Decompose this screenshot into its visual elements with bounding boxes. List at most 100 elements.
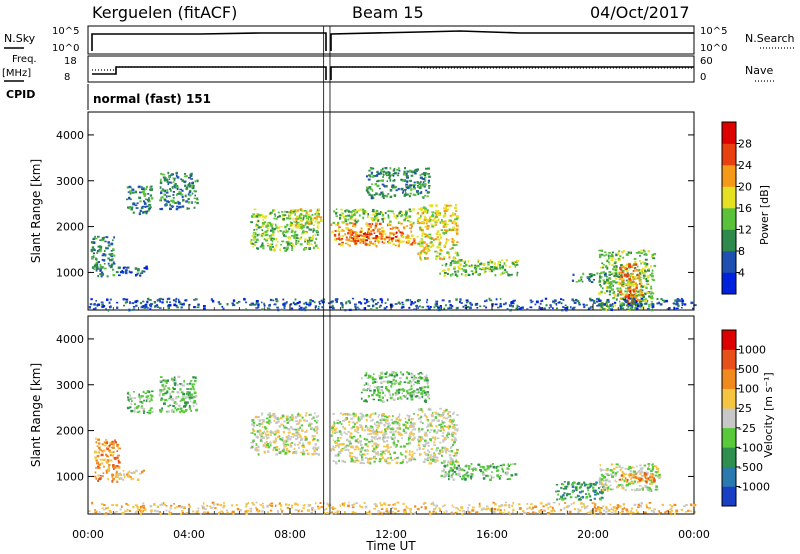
scatter-cell xyxy=(409,227,413,230)
scatter-cell xyxy=(261,214,264,216)
scatter-cell xyxy=(512,302,515,305)
scatter-cell xyxy=(490,266,493,268)
scatter-cell xyxy=(280,450,284,453)
scatter-cell xyxy=(110,255,113,258)
scatter-cell xyxy=(312,428,316,431)
scatter-cell xyxy=(129,206,131,208)
scatter-cell xyxy=(388,424,391,426)
scatter-cell xyxy=(103,267,107,270)
scatter-cell xyxy=(317,215,321,218)
scatter-cell xyxy=(612,272,616,275)
scatter-cell xyxy=(104,240,107,243)
scatter-cell xyxy=(648,305,651,308)
scatter-cell xyxy=(615,253,618,257)
scatter-cell xyxy=(302,442,304,445)
scatter-cell xyxy=(387,422,390,425)
scatter-cell xyxy=(281,415,285,418)
scatter-cell xyxy=(351,421,355,424)
scatter-cell xyxy=(430,457,433,460)
scatter-cell xyxy=(499,474,502,477)
scatter-cell xyxy=(650,301,653,303)
scatter-cell xyxy=(159,300,161,303)
scatter-cell xyxy=(613,301,617,304)
scatter-cell xyxy=(401,303,405,306)
scatter-cell xyxy=(394,244,397,247)
scatter-cell xyxy=(140,405,143,408)
scatter-cell xyxy=(313,446,316,449)
scatter-cell xyxy=(635,282,638,285)
scatter-cell xyxy=(671,509,674,512)
scatter-cell xyxy=(288,419,292,422)
scatter-cell xyxy=(250,221,253,224)
scatter-cell xyxy=(110,242,114,246)
scatter-cell xyxy=(389,431,393,434)
scatter-cell xyxy=(428,233,432,236)
scatter-cell xyxy=(512,262,515,265)
scatter-cell xyxy=(294,298,297,301)
scatter-cell xyxy=(450,229,453,232)
scatter-cell xyxy=(177,391,180,394)
scatter-patch xyxy=(416,203,460,261)
scatter-cell xyxy=(96,252,99,254)
scatter-cell xyxy=(402,430,406,433)
scatter-cell xyxy=(506,471,509,474)
scatter-cell xyxy=(373,373,375,375)
scatter-cell xyxy=(159,513,162,515)
scatter-cell xyxy=(354,456,358,460)
scatter-cell xyxy=(252,237,255,241)
scatter-cell xyxy=(118,266,121,269)
scatter-cell xyxy=(451,422,454,425)
scatter-cell xyxy=(378,396,381,399)
scatter-patch xyxy=(249,412,320,456)
scatter-cell xyxy=(477,463,481,466)
scatter-cell xyxy=(375,433,379,436)
scatter-cell xyxy=(337,237,341,240)
scatter-cell xyxy=(361,446,364,449)
scatter-cell xyxy=(583,481,586,484)
scatter-cell xyxy=(391,437,394,440)
scatter-cell xyxy=(345,301,347,305)
scatter-cell xyxy=(630,301,633,304)
scatter-cell xyxy=(614,475,617,477)
scatter-cell xyxy=(189,173,192,176)
scatter-cell xyxy=(414,194,417,197)
scatter-cell xyxy=(298,446,300,449)
scatter-cell xyxy=(643,272,646,275)
scatter-cell xyxy=(164,392,168,395)
scatter-cell xyxy=(587,276,590,279)
scatter-cell xyxy=(408,416,410,420)
scatter-cell xyxy=(435,224,437,226)
scatter-cell xyxy=(438,254,441,258)
scatter-cell xyxy=(465,472,468,475)
scatter-cell xyxy=(433,441,435,444)
scatter-cell xyxy=(102,253,106,256)
scatter-cell xyxy=(638,289,641,293)
scatter-cell xyxy=(115,473,118,477)
scatter-cell xyxy=(514,473,518,476)
scatter-cell xyxy=(393,439,395,442)
scatter-cell xyxy=(374,431,377,435)
scatter-cell xyxy=(427,173,430,175)
scatter-cell xyxy=(650,287,653,290)
scatter-cell xyxy=(449,274,452,277)
scatter-cell xyxy=(264,215,268,218)
scatter-cell xyxy=(274,223,277,227)
scatter-cell xyxy=(128,270,131,273)
scatter-cell xyxy=(365,239,368,242)
scatter-cell xyxy=(442,222,445,225)
scatter-cell xyxy=(312,231,314,233)
scatter-cell xyxy=(274,417,278,420)
scatter-cell xyxy=(429,217,431,220)
scatter-cell xyxy=(379,459,382,463)
scatter-cell xyxy=(294,221,297,223)
scatter-cell xyxy=(265,434,268,437)
scatter-cell xyxy=(143,306,146,309)
scatter-cell xyxy=(643,464,647,467)
scatter-cell xyxy=(180,178,183,181)
scatter-cell xyxy=(639,464,642,467)
scatter-cell xyxy=(166,191,169,194)
scatter-cell xyxy=(285,241,289,244)
scatter-cell xyxy=(459,468,463,471)
scatter-cell xyxy=(385,416,389,419)
scatter-cell xyxy=(386,388,388,390)
